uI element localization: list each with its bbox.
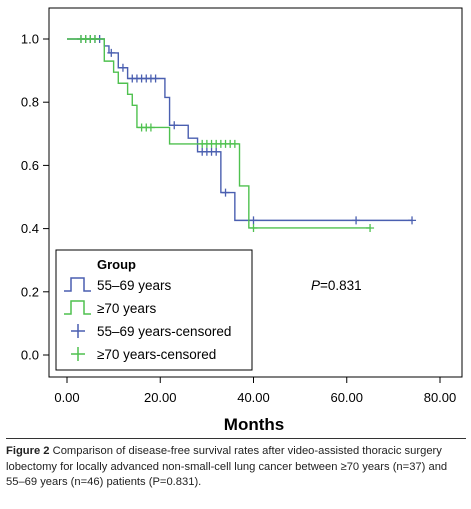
survival-curve-55-69 <box>67 38 413 222</box>
y-tick-label: 0.2 <box>21 284 39 299</box>
x-tick-label: 0.00 <box>54 390 79 405</box>
legend-box <box>55 249 253 371</box>
censor-mark-70-plus <box>249 223 258 232</box>
censor-mark-70-plus <box>146 123 155 132</box>
censor-mark-55-69 <box>151 74 160 83</box>
censor-mark-55-69 <box>352 216 361 225</box>
censor-mark-70-plus <box>90 35 99 43</box>
figure-caption: Figure 2 Comparison of disease-free surv… <box>6 438 466 491</box>
x-tick-label: 80.00 <box>424 390 457 405</box>
censor-mark-55-69 <box>408 216 417 225</box>
legend-cross-swatch <box>71 324 85 338</box>
survival-chart: 0.0 0.2 0.4 0.6 0.8 1.0 0.00 20.00 40.00 60.00 80.… <box>21 7 463 434</box>
caption-text: Comparison of disease-free survival rate… <box>6 445 448 488</box>
censor-mark-55-69 <box>249 216 258 225</box>
legend-label: ≥70 years <box>97 301 156 316</box>
y-tick-label: 0.6 <box>21 158 39 173</box>
legend-label: 55–69 years <box>97 278 172 293</box>
legend-item-55-69: 55–69 years <box>64 277 172 293</box>
series-layer <box>67 35 417 232</box>
censor-mark-70-plus <box>230 139 239 148</box>
censor-mark-55-69 <box>118 63 127 72</box>
censor-mark-70-plus <box>366 223 375 232</box>
censor-mark-55-69 <box>221 188 230 197</box>
legend-item-70-plus-censored: ≥70 years-censored <box>71 347 216 362</box>
legend-item-55-69-censored: 55–69 years-censored <box>71 324 231 339</box>
legend-items: 55–69 years ≥70 years 55–69 years-censored… <box>64 277 231 362</box>
p-value-text: =0.831 <box>320 278 362 293</box>
p-value-italic: P <box>311 278 320 293</box>
x-tick-label: 60.00 <box>330 390 363 405</box>
y-tick-label: 0.8 <box>21 95 39 110</box>
censor-mark-55-69 <box>107 48 116 57</box>
legend-item-70-plus: ≥70 years <box>64 300 156 316</box>
legend-title: Group <box>97 257 136 272</box>
x-axis-label: Months <box>224 415 284 434</box>
legend-label: 55–69 years-censored <box>97 324 231 339</box>
axes: 0.0 0.2 0.4 0.6 0.8 1.0 0.00 20.00 40.00 60.00 80.… <box>21 32 456 406</box>
y-tick-label: 0.4 <box>21 221 39 236</box>
y-tick-label: 0.0 <box>21 348 39 363</box>
caption-label: Figure 2 <box>6 445 50 457</box>
censor-mark-55-69 <box>212 147 221 156</box>
y-tick-label: 1.0 <box>21 32 39 47</box>
x-tick-label: 20.00 <box>144 390 177 405</box>
p-value-annotation: P=0.831 <box>311 278 362 293</box>
legend-step-swatch <box>64 277 91 292</box>
legend-label: ≥70 years-censored <box>97 347 216 362</box>
legend: Group 55–69 years ≥70 years 55–69 years-ce… <box>55 249 253 371</box>
legend-cross-swatch <box>71 347 85 361</box>
legend-step-swatch <box>64 300 91 315</box>
survival-curve-70-plus <box>67 38 371 229</box>
censor-mark-55-69 <box>170 121 179 130</box>
x-tick-label: 40.00 <box>237 390 270 405</box>
